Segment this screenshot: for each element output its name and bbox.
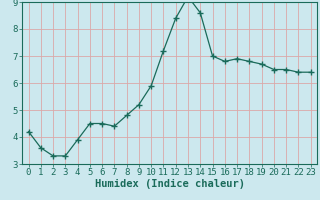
X-axis label: Humidex (Indice chaleur): Humidex (Indice chaleur) xyxy=(95,179,244,189)
